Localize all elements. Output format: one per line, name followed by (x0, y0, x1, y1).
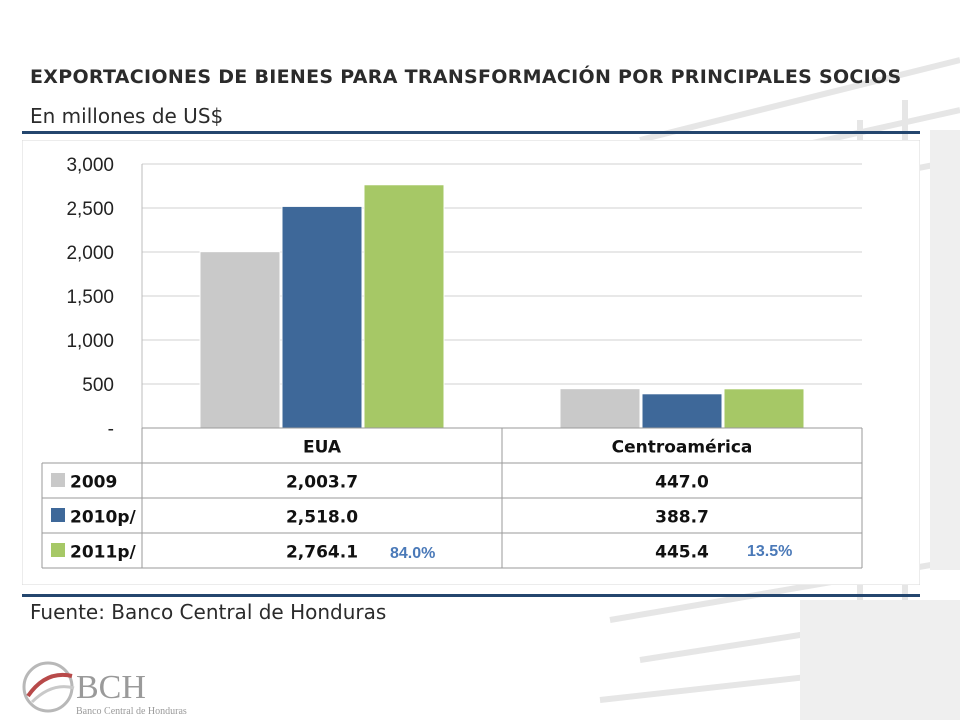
chart-frame (21, 139, 921, 586)
data-label: 388.7 (655, 508, 709, 528)
annotation-centroamerica-share: 13.5% (747, 543, 792, 560)
y-tick-label: 2,500 (66, 199, 114, 220)
legend-swatch (51, 508, 65, 522)
chart-subtitle: En millones de US$ (30, 104, 224, 128)
bar-2011p-1 (363, 184, 445, 429)
annotation-eua-share: 84.0% (390, 545, 435, 562)
bottom-divider (22, 594, 920, 597)
top-divider (22, 131, 920, 134)
data-label: 2,764.1 (286, 543, 358, 563)
data-label: 445.4 (655, 543, 709, 563)
x-category-label: Centroamérica (612, 438, 753, 458)
bar-2010p-2 (641, 393, 723, 429)
logo-caption: Banco Central de Honduras (76, 706, 187, 717)
bar-2009-2 (559, 388, 641, 429)
data-label: 447.0 (655, 473, 709, 493)
y-tick-label: - (108, 419, 114, 440)
y-tick-label: 500 (82, 375, 114, 396)
chart-title: EXPORTACIONES DE BIENES PARA TRANSFORMAC… (30, 66, 902, 88)
data-label: 2,003.7 (286, 473, 358, 493)
legend-swatch (51, 473, 65, 487)
logo-mark: BCH (76, 669, 146, 706)
legend-swatch (51, 543, 65, 557)
bar-chart: - 500 1,000 1,500 2,000 2,500 3,000 EUA Centroa… (21, 139, 921, 586)
bar-2011p-2 (723, 388, 805, 429)
source-note: Fuente: Banco Central de Honduras (30, 600, 387, 624)
data-label: 2,518.0 (286, 508, 358, 528)
legend-label: 2009 (70, 473, 117, 493)
bch-logo: BCH Banco Central de Honduras (22, 661, 187, 717)
y-tick-label: 2,000 (66, 243, 114, 264)
bar-2010p-1 (281, 205, 363, 429)
bar-2009-1 (199, 251, 281, 429)
legend-label: 2010p/ (70, 508, 136, 528)
y-tick-label: 1,500 (66, 287, 114, 308)
y-tick-label: 1,000 (66, 331, 114, 352)
legend-label: 2011p/ (70, 543, 136, 563)
x-category-label: EUA (303, 438, 342, 458)
y-tick-label: 3,000 (66, 155, 114, 176)
chart-area: - 500 1,000 1,500 2,000 2,500 3,000 EUA Centroa… (21, 139, 921, 586)
